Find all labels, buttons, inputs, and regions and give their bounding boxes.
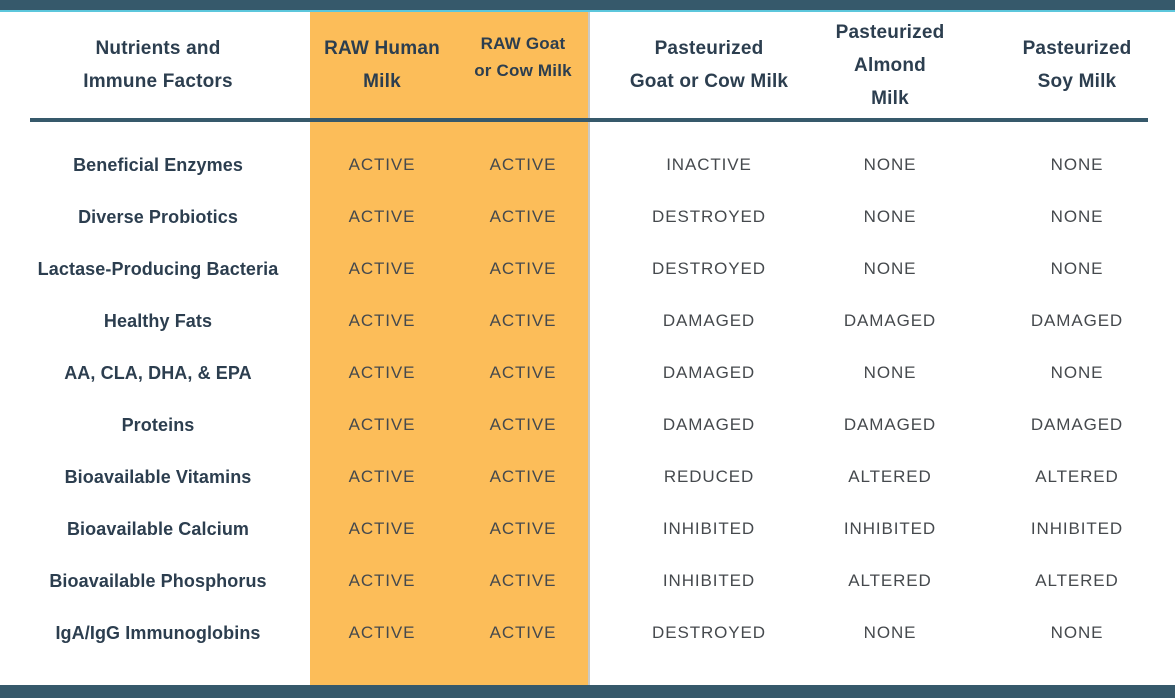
table-cell: ACTIVE <box>348 155 416 174</box>
table-cell: DESTROYED <box>652 207 766 226</box>
table-row: Proteins ACTIVE ACTIVE DAMAGED DAMAGED DAMAGE… <box>0 399 1175 451</box>
column-header-pasteurized-soy-milk: Pasteurized Soy Milk <box>1022 38 1132 92</box>
table-cell: DAMAGED <box>843 311 937 330</box>
table-cell: ACTIVE <box>348 571 416 590</box>
table-cell: INACTIVE <box>666 155 752 174</box>
column-header-factors: Nutrients and Immune Factors <box>83 38 233 92</box>
table-cell: DAMAGED <box>662 415 756 434</box>
table-cell: ALTERED <box>1035 467 1119 486</box>
table-cell: DESTROYED <box>652 259 766 278</box>
table-row: Healthy Fats ACTIVE ACTIVE DAMAGED DAMAGED DA… <box>0 295 1175 347</box>
table-cell: ACTIVE <box>348 519 416 538</box>
table-cell: ACTIVE <box>348 623 416 642</box>
row-label: Bioavailable Calcium <box>66 518 250 539</box>
header-underline <box>30 118 1148 122</box>
table-cell: ACTIVE <box>489 259 557 278</box>
table-cell: DAMAGED <box>1030 415 1124 434</box>
table-cell: NONE <box>863 207 917 226</box>
table-cell: ACTIVE <box>489 155 557 174</box>
table-cell: NONE <box>863 259 917 278</box>
table-row: Bioavailable Vitamins ACTIVE ACTIVE REDUCED… <box>0 451 1175 503</box>
row-label: IgA/IgG Immunoglobins <box>55 622 261 643</box>
row-label: AA, CLA, DHA, & EPA <box>64 362 252 383</box>
table-cell: DAMAGED <box>1030 311 1124 330</box>
table-row: Beneficial Enzymes ACTIVE ACTIVE INACTIVE NO… <box>0 139 1175 191</box>
row-label: Diverse Probiotics <box>78 206 238 227</box>
table-cell: NONE <box>1050 363 1104 382</box>
table-cell: ACTIVE <box>489 311 557 330</box>
bottom-band <box>0 685 1175 698</box>
table-cell: ACTIVE <box>489 519 557 538</box>
table-cell: DAMAGED <box>662 311 756 330</box>
top-band <box>0 0 1175 10</box>
table-cell: NONE <box>863 363 917 382</box>
row-label: Bioavailable Vitamins <box>64 466 252 487</box>
table-row: AA, CLA, DHA, & EPA ACTIVE ACTIVE DAMAGED NO… <box>0 347 1175 399</box>
table-cell: ACTIVE <box>489 571 557 590</box>
table-cell: ACTIVE <box>348 415 416 434</box>
column-header-pasteurized-almond-milk: Pasteurized Almond Milk <box>835 21 945 109</box>
table-cell: DAMAGED <box>662 363 756 382</box>
table-cell: INHIBITED <box>1030 519 1124 538</box>
table-cell: INHIBITED <box>662 519 756 538</box>
table-row: Diverse Probiotics ACTIVE ACTIVE DESTROYED N… <box>0 191 1175 243</box>
table-row: Bioavailable Phosphorus ACTIVE ACTIVE INHIB… <box>0 555 1175 607</box>
raw-milk-highlight-column <box>310 12 588 685</box>
table-cell: DAMAGED <box>843 415 937 434</box>
table-cell: ALTERED <box>848 467 932 486</box>
table-cell: NONE <box>1050 259 1104 278</box>
table-cell: NONE <box>863 155 917 174</box>
table-cell: NONE <box>863 623 917 642</box>
table-cell: ACTIVE <box>489 363 557 382</box>
table-cell: ACTIVE <box>348 207 416 226</box>
row-label: Bioavailable Phosphorus <box>49 570 267 591</box>
column-header-raw-human-milk: RAW Human Milk <box>324 38 440 92</box>
row-label: Lactase-Producing Bacteria <box>37 258 279 279</box>
table-cell: ALTERED <box>1035 571 1119 590</box>
table-cell: DESTROYED <box>652 623 766 642</box>
row-label: Proteins <box>121 414 195 435</box>
column-header-raw-goat-cow-milk: RAW Goat or Cow Milk <box>474 34 572 80</box>
table-body: Beneficial Enzymes ACTIVE ACTIVE INACTIVE NO… <box>0 139 1175 659</box>
table-cell: ACTIVE <box>489 467 557 486</box>
table-cell: ALTERED <box>848 571 932 590</box>
table-cell: NONE <box>1050 207 1104 226</box>
row-label: Healthy Fats <box>103 310 213 331</box>
table-cell: ACTIVE <box>489 623 557 642</box>
table-cell: ACTIVE <box>348 259 416 278</box>
table-cell: ACTIVE <box>348 363 416 382</box>
top-accent-line <box>0 10 1175 12</box>
table-row: Bioavailable Calcium ACTIVE ACTIVE INHIBITE… <box>0 503 1175 555</box>
column-divider-line <box>588 12 590 685</box>
row-label: Beneficial Enzymes <box>73 154 243 175</box>
table-cell: NONE <box>1050 623 1104 642</box>
table-cell: ACTIVE <box>489 415 557 434</box>
table-cell: ACTIVE <box>348 467 416 486</box>
table-row: Lactase-Producing Bacteria ACTIVE ACTIVE DE… <box>0 243 1175 295</box>
column-header-pasteurized-goat-cow-milk: Pasteurized Goat or Cow Milk <box>629 38 789 92</box>
table-header-row: Nutrients and Immune Factors RAW Human M… <box>0 12 1175 118</box>
table-cell: ACTIVE <box>348 311 416 330</box>
table-cell: NONE <box>1050 155 1104 174</box>
table-cell: INHIBITED <box>662 571 756 590</box>
table-cell: REDUCED <box>663 467 755 486</box>
table-cell: ACTIVE <box>489 207 557 226</box>
table-row: IgA/IgG Immunoglobins ACTIVE ACTIVE DESTROY… <box>0 607 1175 659</box>
table-cell: INHIBITED <box>843 519 937 538</box>
